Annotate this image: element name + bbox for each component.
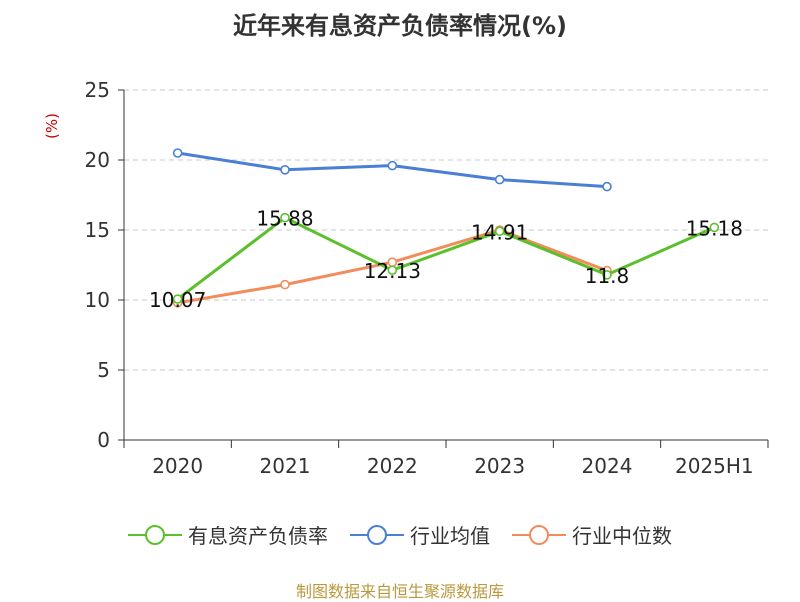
axis-layer: 0 5 10 15 20 25 2020 2021 2022 2023 2024 2025H1: [85, 78, 769, 478]
x-tick-label: 2024: [582, 454, 633, 478]
chart-title: 近年来有息资产负债率情况(%): [233, 12, 567, 40]
data-label: 12.13: [364, 259, 421, 283]
grid-layer: [124, 89, 768, 371]
source-note: 制图数据来自恒生聚源数据库: [295, 582, 504, 601]
data-point: [172, 148, 183, 158]
data-point: [602, 269, 612, 280]
legend-item[interactable]: 行业中位数: [512, 520, 672, 549]
legend-item[interactable]: 有息资产负债率: [128, 520, 328, 549]
y-tick-label: 10: [85, 288, 110, 312]
data-point: [280, 279, 290, 290]
legend-label: 行业中位数: [572, 524, 672, 548]
data-point: [280, 212, 290, 223]
legend: 有息资产负债率 行业均值 行业中位数: [0, 520, 800, 549]
data-point: [494, 174, 505, 185]
y-tick-label: 0: [97, 428, 110, 452]
data-label: 10.07: [149, 288, 206, 312]
data-label: 11.8: [585, 264, 630, 288]
y-tick-label: 15: [85, 218, 110, 242]
series-line: [176, 216, 715, 301]
data-label-layer: 10.07 15.88 12.13 14.91 11.8 15.18: [149, 207, 743, 312]
legend-label: 有息资产负债率: [188, 524, 328, 548]
series-layer: [172, 148, 720, 308]
data-label: 14.91: [471, 220, 528, 244]
data-point: [494, 226, 505, 237]
data-point: [709, 222, 720, 233]
y-tick-label: 20: [85, 148, 110, 172]
legend-label: 行业均值: [410, 524, 490, 548]
x-tick-label: 2021: [260, 454, 311, 478]
y-tick-label: 5: [97, 358, 110, 382]
data-point: [280, 165, 290, 175]
data-point: [602, 181, 612, 192]
data-point: [172, 294, 183, 304]
legend-line-marker-icon: [128, 524, 182, 545]
x-tick-label: 2022: [367, 454, 418, 478]
data-label: 15.88: [256, 207, 313, 231]
data-point: [387, 160, 398, 171]
x-tick-label: 2023: [474, 454, 525, 478]
y-tick-label: 25: [85, 78, 110, 102]
x-tick-label: 2020: [152, 454, 203, 478]
legend-line-marker-icon: [350, 524, 404, 545]
data-label: 15.18: [686, 216, 743, 240]
data-point: [387, 265, 398, 275]
x-tick-label: 2025H1: [675, 454, 754, 478]
legend-item[interactable]: 行业均值: [350, 520, 490, 549]
legend-line-marker-icon: [512, 524, 566, 545]
